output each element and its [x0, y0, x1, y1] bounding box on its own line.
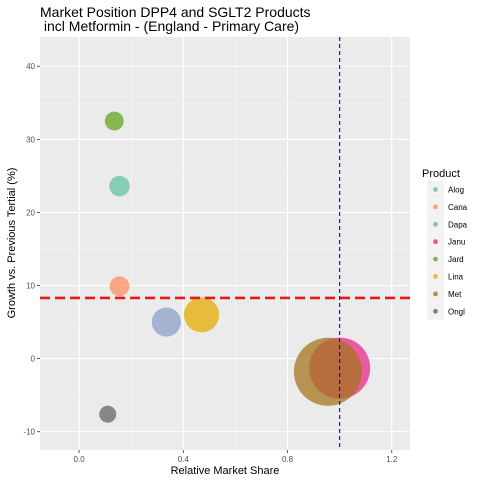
chart-title-line-1: Market Position DPP4 and SGLT2 Products — [40, 4, 311, 20]
legend-swatch-lina — [433, 274, 438, 279]
x-axis-title: Relative Market Share — [171, 465, 280, 477]
y-tick-label: -10 — [23, 428, 35, 437]
legend-swatch-janu — [433, 239, 438, 245]
legend-label-ongl: Ongl — [448, 307, 465, 316]
point-jard — [104, 111, 124, 131]
point-dapa — [151, 307, 181, 337]
x-axis-ticks: 0.0 0.4 0.8 1.2 — [74, 450, 398, 464]
legend-swatch-met — [433, 291, 438, 297]
legend-swatch-ongl — [433, 308, 438, 314]
legend-label-lina: Lina — [448, 273, 464, 282]
x-tick-label: 0.0 — [74, 455, 86, 464]
y-axis-ticks: -10 0 10 20 30 40 — [23, 62, 40, 437]
point-lina — [183, 297, 220, 333]
y-tick-label: 10 — [26, 282, 35, 291]
y-tick-label: 0 — [31, 355, 36, 364]
point-cana — [109, 276, 130, 297]
reference-lines — [40, 37, 410, 450]
y-tick-label: 40 — [26, 62, 35, 71]
legend-label-jard: Jard — [448, 255, 464, 264]
y-tick-label: 30 — [26, 135, 35, 144]
legend-swatch-dapa — [433, 221, 438, 227]
legend: Alog Cana Dapa Janu Jard Lina Met Ongl — [427, 181, 468, 320]
legend-swatch-alog — [433, 187, 438, 192]
y-tick-label: 20 — [26, 208, 35, 217]
data-points — [99, 111, 371, 423]
legend-label-met: Met — [448, 290, 462, 299]
y-axis-title: Growth vs. Previous Tertial (%) — [6, 168, 18, 319]
point-alog — [109, 175, 130, 197]
legend-label-cana: Cana — [448, 203, 468, 212]
legend-swatch-jard — [433, 256, 438, 262]
point-met — [293, 337, 362, 406]
x-tick-label: 0.4 — [178, 455, 190, 464]
x-tick-label: 1.2 — [386, 455, 398, 464]
legend-swatch-cana — [433, 204, 438, 210]
chart-title-line-2: incl Metformin - (England - Primary Care… — [40, 18, 299, 34]
point-ongl — [99, 405, 117, 423]
legend-label-alog: Alog — [448, 186, 464, 195]
legend-title: Product — [422, 168, 460, 180]
legend-label-janu: Janu — [448, 238, 465, 247]
legend-label-dapa: Dapa — [448, 220, 468, 229]
x-tick-label: 0.8 — [282, 455, 294, 464]
